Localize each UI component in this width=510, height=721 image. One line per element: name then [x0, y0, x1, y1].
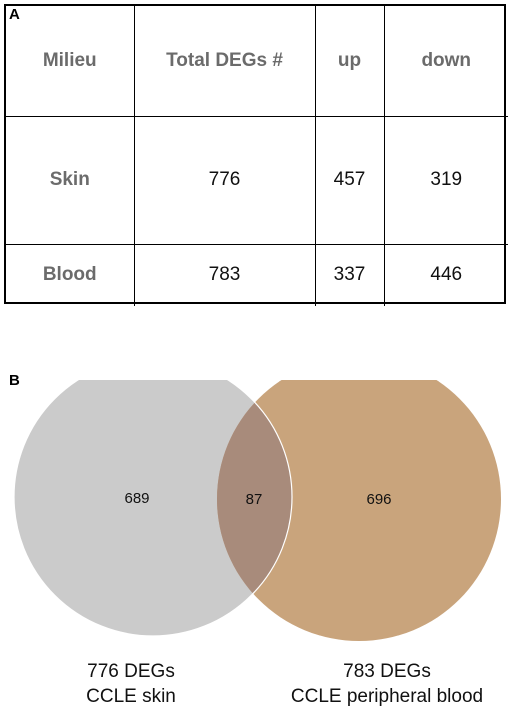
venn-diagram: 689 87 696 — [13, 380, 501, 641]
column-header-total-degs: Total DEGs # — [133, 6, 316, 117]
venn-circle-skin — [14, 380, 292, 636]
column-header-milieu: Milieu — [6, 6, 135, 117]
caption-blood-name: CCLE peripheral blood — [290, 686, 484, 707]
venn-circle-blood — [217, 380, 501, 641]
venn-count-skin-only: 689 — [124, 490, 149, 507]
cell-blood-up: 337 — [314, 243, 385, 306]
cell-skin-down: 319 — [383, 115, 508, 245]
table-row: Blood 783 337 446 — [6, 243, 508, 306]
cell-blood-total: 783 — [133, 243, 316, 306]
table-row: Skin 776 457 319 — [6, 115, 508, 245]
venn-count-overlap: 87 — [246, 491, 263, 508]
column-header-down: down — [383, 6, 508, 117]
venn-caption-skin: 776 DEGs CCLE skin — [36, 659, 226, 709]
cell-skin-up: 457 — [314, 115, 385, 245]
row-label-blood: Blood — [6, 243, 135, 306]
caption-blood-count: 783 DEGs — [343, 661, 431, 682]
cell-blood-down: 446 — [383, 243, 508, 306]
caption-skin-count: 776 DEGs — [87, 661, 175, 682]
deg-table: Milieu Total DEGs # up down Skin 776 457… — [6, 6, 508, 306]
venn-caption-blood: 783 DEGs CCLE peripheral blood — [264, 659, 510, 709]
venn-circle-skin-outline — [13, 380, 293, 637]
table-header-row: Milieu Total DEGs # up down — [6, 6, 508, 117]
venn-count-blood-only: 696 — [366, 491, 391, 508]
panel-b-label: B — [9, 372, 20, 389]
column-header-up: up — [314, 6, 385, 117]
row-label-skin: Skin — [6, 115, 135, 245]
caption-skin-name: CCLE skin — [86, 686, 176, 707]
cell-skin-total: 776 — [133, 115, 316, 245]
deg-table-frame: Milieu Total DEGs # up down Skin 776 457… — [4, 4, 508, 306]
